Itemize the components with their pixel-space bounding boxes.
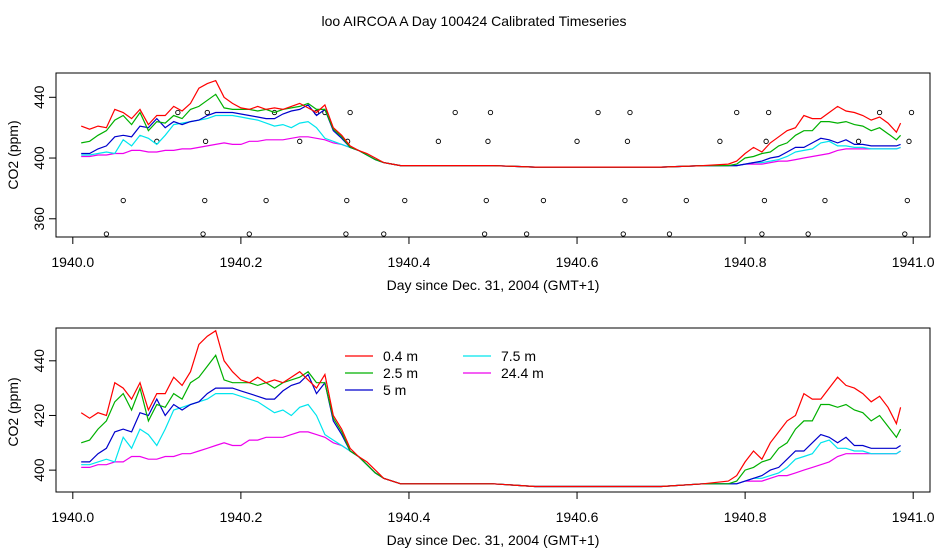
- bottom-x-axis-label: Day since Dec. 31, 2004 (GMT+1): [387, 532, 600, 548]
- top-point-marker: [175, 109, 181, 116]
- top-plot-frame: [55, 72, 931, 238]
- top-series-lines: [80, 79, 902, 168]
- top-point-markers: [103, 109, 915, 237]
- top-point-marker: [343, 231, 349, 237]
- top-point-marker: [574, 138, 580, 144]
- top-y-ticks: 360 400 440: [31, 85, 57, 231]
- top-point-marker: [202, 197, 208, 204]
- chart-title: loo AIRCOA A Day 100424 Calibrated Times…: [321, 13, 626, 29]
- bottom-x-tick-label: 1940.4: [388, 509, 431, 525]
- top-point-marker: [523, 231, 530, 237]
- top-point-marker: [902, 231, 908, 237]
- top-point-marker: [908, 109, 915, 116]
- top-point-marker: [487, 109, 494, 116]
- bottom-y-tick-label: 420: [31, 404, 47, 428]
- top-point-marker: [622, 197, 628, 204]
- top-point-marker: [347, 109, 353, 116]
- bottom-series-lines: [80, 329, 902, 488]
- top-point-marker: [381, 231, 387, 237]
- legend-label: 5 m: [383, 382, 406, 398]
- top-point-marker: [595, 109, 601, 116]
- top-point-marker: [627, 109, 633, 116]
- bottom-x-tick-label: 1940.0: [51, 509, 94, 525]
- top-y-tick-label: 360: [31, 207, 47, 231]
- top-point-marker: [906, 138, 912, 144]
- bottom-series-0-4-m: [80, 329, 902, 488]
- bottom-series-2-5-m: [81, 354, 902, 488]
- top-point-marker: [805, 231, 811, 237]
- top-x-tick-label: 1941.0: [892, 254, 935, 270]
- top-point-marker: [344, 197, 350, 204]
- bottom-series-5-m: [81, 373, 901, 488]
- top-point-marker: [761, 197, 768, 204]
- bottom-x-tick-label: 1940.8: [724, 509, 767, 525]
- legend: 0.4 m2.5 m5 m 7.5 m24.4 m: [345, 348, 544, 398]
- legend-label: 24.4 m: [501, 365, 544, 381]
- top-point-marker: [540, 197, 547, 204]
- bottom-series-7-5-m: [81, 393, 901, 488]
- top-series-2-5-m: [81, 93, 902, 168]
- top-point-marker: [481, 231, 488, 237]
- top-point-marker: [297, 138, 303, 144]
- top-point-marker: [435, 138, 442, 144]
- bottom-series-24-4-m: [81, 431, 901, 488]
- top-x-tick-label: 1940.8: [724, 254, 767, 270]
- top-x-axis-label: Day since Dec. 31, 2004 (GMT+1): [387, 277, 600, 293]
- bottom-x-tick-label: 1941.0: [892, 509, 935, 525]
- top-point-marker: [763, 138, 769, 144]
- top-point-marker: [666, 231, 673, 237]
- top-point-marker: [855, 138, 862, 144]
- top-y-tick-label: 400: [31, 146, 47, 170]
- top-series-0-4-m: [80, 79, 902, 168]
- top-y-axis-label: CO2 (ppm): [5, 120, 21, 189]
- bottom-y-tick-label: 400: [31, 458, 47, 482]
- bottom-x-tick-label: 1940.2: [219, 509, 262, 525]
- top-x-tick-label: 1940.6: [556, 254, 599, 270]
- top-x-tick-label: 1940.0: [51, 254, 94, 270]
- bottom-y-ticks: 400 420 440: [31, 349, 57, 482]
- top-point-marker: [120, 197, 126, 204]
- legend-label: 7.5 m: [501, 348, 536, 364]
- top-point-marker: [204, 109, 210, 116]
- top-point-marker: [683, 197, 689, 204]
- top-point-marker: [765, 109, 772, 116]
- top-point-marker: [246, 231, 252, 237]
- top-point-marker: [485, 138, 491, 144]
- top-panel: 1940.0 1940.2 1940.4 1940.6 1940.8 1941.0 360…: [5, 72, 935, 293]
- top-point-marker: [402, 197, 408, 204]
- top-point-marker: [904, 197, 910, 204]
- bottom-y-tick-label: 440: [31, 349, 47, 373]
- top-point-marker: [734, 109, 740, 116]
- top-x-ticks: 1940.0 1940.2 1940.4 1940.6 1940.8 1941.0: [51, 236, 935, 270]
- bottom-panel: 1940.0 1940.2 1940.4 1940.6 1940.8 1941.0 400…: [5, 327, 935, 548]
- top-point-marker: [263, 197, 269, 204]
- top-point-marker: [620, 231, 626, 237]
- top-point-marker: [202, 138, 209, 144]
- top-point-marker: [822, 197, 828, 204]
- bottom-x-ticks: 1940.0 1940.2 1940.4 1940.6 1940.8 1941.0: [51, 491, 935, 525]
- top-point-marker: [103, 231, 110, 237]
- bottom-plot-frame: [55, 327, 931, 493]
- top-point-marker: [624, 138, 631, 144]
- top-point-marker: [483, 197, 489, 204]
- legend-label: 0.4 m: [383, 348, 418, 364]
- top-x-tick-label: 1940.4: [388, 254, 431, 270]
- bottom-y-axis-label: CO2 (ppm): [5, 377, 21, 446]
- top-point-marker: [200, 231, 206, 237]
- top-point-marker: [452, 109, 458, 116]
- top-point-marker: [876, 109, 883, 116]
- top-point-marker: [717, 138, 723, 144]
- top-x-tick-label: 1940.2: [219, 254, 262, 270]
- top-point-marker: [759, 231, 765, 237]
- top-y-tick-label: 440: [31, 85, 47, 109]
- legend-label: 2.5 m: [383, 365, 418, 381]
- bottom-x-tick-label: 1940.6: [556, 509, 599, 525]
